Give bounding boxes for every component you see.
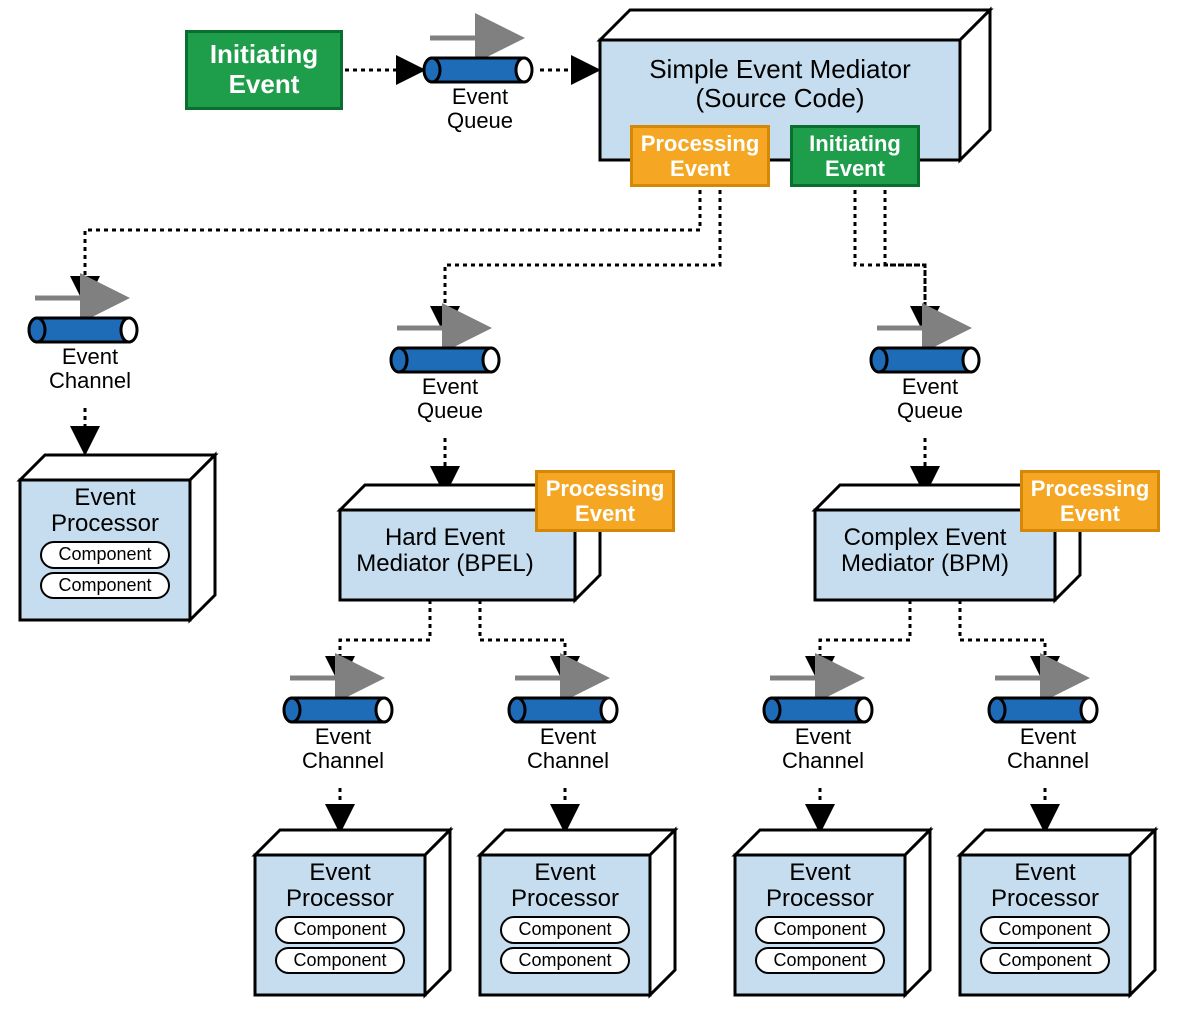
initiating-event-box: Initiating Event xyxy=(185,30,343,110)
event-channel-label-c2: Event Channel xyxy=(983,725,1113,773)
component-pill: Component xyxy=(275,916,405,944)
component-pill: Component xyxy=(40,541,170,569)
event-channel-label-h1: Event Channel xyxy=(278,725,408,773)
simple-mediator-title: Simple Event Mediator (Source Code) xyxy=(600,55,960,112)
hard-mediator-title: Hard Event Mediator (BPEL) xyxy=(345,525,545,578)
event-processor-h2: Event Processor Component Component xyxy=(480,860,650,977)
processing-event-badge-complex: Processing Event xyxy=(1020,470,1160,532)
processing-event-badge-top: Processing Event xyxy=(630,125,770,187)
component-pill: Component xyxy=(755,916,885,944)
event-processor-c1: Event Processor Component Component xyxy=(735,860,905,977)
initiating-event-badge: Initiating Event xyxy=(790,125,920,187)
component-pill: Component xyxy=(755,947,885,975)
event-queue-label-top: Event Queue xyxy=(415,85,545,133)
event-channel-label-left: Event Channel xyxy=(25,345,155,393)
event-channel-label-h2: Event Channel xyxy=(503,725,633,773)
initiating-event-label: Initiating Event xyxy=(188,40,340,100)
component-pill: Component xyxy=(980,916,1110,944)
event-processor-left: Event Processor Component Component xyxy=(20,485,190,602)
processing-event-badge-hard: Processing Event xyxy=(535,470,675,532)
event-channel-label-c1: Event Channel xyxy=(758,725,888,773)
component-pill: Component xyxy=(500,916,630,944)
event-processor-c2: Event Processor Component Component xyxy=(960,860,1130,977)
component-pill: Component xyxy=(980,947,1110,975)
event-queue-label-right: Event Queue xyxy=(865,375,995,423)
component-pill: Component xyxy=(500,947,630,975)
event-queue-label-mid: Event Queue xyxy=(385,375,515,423)
diagram-canvas: Initiating Event Event Queue Simple Even… xyxy=(0,0,1200,1011)
complex-mediator-title: Complex Event Mediator (BPM) xyxy=(820,525,1030,578)
event-processor-h1: Event Processor Component Component xyxy=(255,860,425,977)
component-pill: Component xyxy=(275,947,405,975)
component-pill: Component xyxy=(40,572,170,600)
